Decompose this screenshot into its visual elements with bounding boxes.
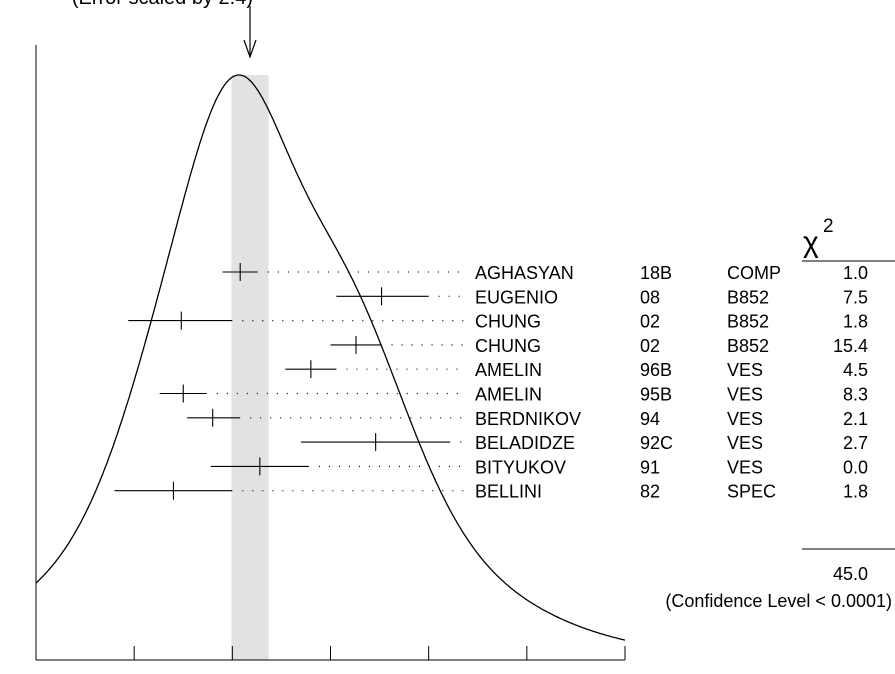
author-label: AMELIN	[475, 360, 542, 380]
measurement-row: AMELIN 96B VES 4.5	[285, 360, 868, 380]
reference-label: 18B	[640, 263, 672, 283]
chi2-total: 45.0	[833, 564, 868, 584]
author-label: BERDNIKOV	[475, 409, 581, 429]
scale-factor-label: (Error scaled by 2.4)	[72, 0, 253, 9]
author-label: EUGENIO	[475, 287, 558, 307]
ideogram-curve	[35, 74, 626, 641]
author-label: CHUNG	[475, 312, 541, 332]
chi2-value: 2.7	[843, 433, 868, 453]
chi2-value: 7.5	[843, 287, 868, 307]
measurement-row: BERDNIKOV 94 VES 2.1	[187, 408, 868, 429]
measurement-row: AMELIN 95B VES 8.3	[159, 384, 868, 405]
measurement-rows: AGHASYAN 18B COMP 1.0 EUGENIO 08 B852 7.5 CHUNG 0…	[114, 263, 868, 502]
measurement-row: CHUNG 02 B852 15.4	[330, 335, 868, 356]
chi2-value: 15.4	[833, 336, 868, 356]
chi2-header-sup: 2	[823, 216, 834, 237]
confidence-level-note: (Confidence Level < 0.0001)	[665, 591, 892, 611]
reference-label: 08	[640, 287, 660, 307]
measurement-row: BITYUKOV 91 VES 0.0	[210, 457, 868, 477]
author-label: BITYUKOV	[475, 457, 566, 477]
author-label: CHUNG	[475, 336, 541, 356]
reference-label: 96B	[640, 360, 672, 380]
technique-label: VES	[727, 385, 763, 405]
technique-label: VES	[727, 457, 763, 477]
reference-label: 02	[640, 336, 660, 356]
chi2-value: 0.0	[843, 457, 868, 477]
reference-label: 95B	[640, 385, 672, 405]
technique-label: B852	[727, 336, 769, 356]
measurement-row: CHUNG 02 B852 1.8	[128, 311, 868, 332]
reference-label: 92C	[640, 433, 673, 453]
technique-label: VES	[727, 433, 763, 453]
chi2-value: 1.8	[843, 482, 868, 502]
author-label: AGHASYAN	[475, 263, 574, 283]
reference-label: 02	[640, 312, 660, 332]
technique-label: B852	[727, 287, 769, 307]
chi2-value: 1.0	[843, 263, 868, 283]
technique-label: SPEC	[727, 482, 776, 502]
technique-label: COMP	[727, 263, 781, 283]
reference-label: 82	[640, 482, 660, 502]
reference-label: 94	[640, 409, 660, 429]
measurement-row: EUGENIO 08 B852 7.5	[336, 287, 868, 307]
chi2-value: 4.5	[843, 360, 868, 380]
author-label: BELADIDZE	[475, 433, 575, 453]
chi2-value: 2.1	[843, 409, 868, 429]
reference-label: 91	[640, 457, 660, 477]
technique-label: VES	[727, 360, 763, 380]
measurement-row: BELLINI 82 SPEC 1.8	[114, 481, 868, 502]
chi2-header: χ	[803, 226, 819, 259]
author-label: BELLINI	[475, 482, 542, 502]
technique-label: B852	[727, 312, 769, 332]
chi2-value: 1.8	[843, 312, 868, 332]
technique-label: VES	[727, 409, 763, 429]
weighted-average-arrow	[243, 6, 257, 59]
measurement-row: AGHASYAN 18B COMP 1.0	[222, 263, 868, 283]
measurement-row: BELADIDZE 92C VES 2.7	[301, 433, 868, 453]
weighted-average-band	[231, 75, 269, 660]
author-label: AMELIN	[475, 385, 542, 405]
chi2-value: 8.3	[843, 385, 868, 405]
